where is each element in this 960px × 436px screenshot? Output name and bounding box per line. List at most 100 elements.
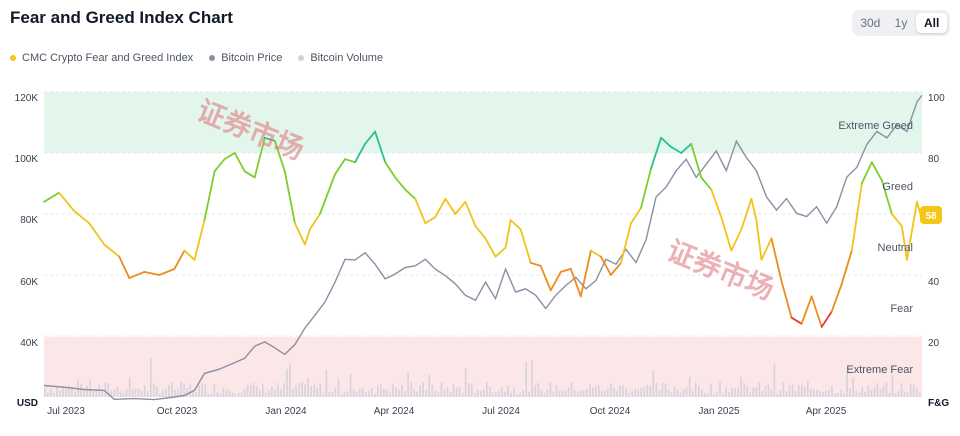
volume-bar (122, 392, 125, 397)
watermark-text-2: 证券市场 (662, 234, 778, 307)
legend-dot-bitcoin-price (209, 55, 216, 61)
volume-bar (664, 383, 667, 397)
right-tick-80: 80 (928, 154, 940, 165)
volume-bar (728, 392, 730, 397)
volume-bar (259, 389, 261, 397)
volume-bar (113, 389, 116, 397)
fear-greed-segment (710, 188, 723, 219)
y-tick-80k: 80K (20, 215, 38, 226)
fear-greed-segment (263, 136, 276, 142)
fear-greed-segment (700, 176, 713, 191)
range-all-button[interactable]: All (916, 13, 948, 33)
volume-bar (319, 383, 322, 397)
volume-bar (800, 385, 803, 397)
volume-bar (676, 389, 679, 397)
current-value-badge: 58 (920, 206, 942, 224)
volume-bar (355, 391, 358, 397)
volume-bar (598, 385, 600, 397)
x-tick-jul-2023: Jul 2023 (47, 406, 85, 417)
y-tick-100k: 100K (15, 154, 39, 165)
volume-bar (797, 385, 800, 397)
volume-bar (119, 391, 122, 397)
volume-bar (543, 393, 546, 397)
volume-bar (601, 391, 603, 397)
volume-bar (743, 383, 745, 397)
fear-greed-segment (434, 197, 447, 219)
volume-bar (313, 385, 316, 397)
volume-bar (380, 384, 382, 397)
volume-bar (449, 392, 452, 397)
x-tick-apr-2024: Apr 2024 (374, 406, 415, 417)
volume-bar (431, 384, 434, 397)
volume-bar (655, 382, 658, 397)
volume-bar (455, 387, 458, 397)
volume-bar (737, 387, 739, 397)
fear-greed-segment (103, 243, 121, 258)
volume-bar (476, 389, 479, 397)
volume-bar (307, 377, 309, 397)
volume-bar (201, 383, 203, 397)
volume-bar (361, 387, 364, 397)
volume-bar (395, 387, 397, 397)
volume-bar (71, 387, 73, 397)
volume-bar (228, 390, 231, 397)
fear-greed-segment (318, 173, 336, 215)
fear-greed-segment (183, 249, 196, 261)
fear-greed-segment (118, 255, 131, 280)
fear-greed-segment (128, 270, 146, 280)
fear-greed-segment (404, 188, 417, 200)
x-tick-oct-2023: Oct 2023 (157, 406, 198, 417)
volume-bar (604, 390, 606, 397)
volume-bar (673, 387, 676, 397)
legend-dot-fear-greed (10, 55, 16, 61)
volume-bar (707, 393, 709, 397)
volume-bar (271, 386, 273, 397)
volume-bar (386, 389, 388, 397)
fear-greed-segment (273, 139, 286, 173)
volume-bar (501, 387, 503, 397)
fear-greed-segment (720, 216, 733, 252)
fear-greed-segment (860, 161, 873, 185)
fear-greed-segment (424, 216, 437, 225)
volume-bar (903, 391, 906, 397)
volume-bar (773, 363, 776, 397)
fear-greed-segment (474, 225, 487, 240)
volume-bar (419, 385, 421, 397)
legend-item-fear-greed[interactable]: CMC Crypto Fear and Greed Index (10, 52, 193, 64)
fear-greed-segment (840, 249, 853, 286)
legend-item-bitcoin-price[interactable]: Bitcoin Price (209, 52, 282, 64)
legend-item-bitcoin-volume[interactable]: Bitcoin Volume (298, 52, 383, 64)
volume-bar (349, 373, 352, 397)
fear-greed-segment (464, 200, 477, 228)
range-1y-button[interactable]: 1y (894, 16, 908, 30)
volume-bar (183, 383, 185, 397)
range-30d-button[interactable]: 30d (860, 16, 881, 30)
volume-bar (480, 391, 482, 397)
volume-bar (552, 392, 555, 397)
fear-greed-segment (73, 209, 91, 225)
volume-bar (810, 388, 812, 397)
volume-bar (486, 382, 488, 397)
volume-bar (858, 393, 860, 397)
volume-bar (637, 390, 639, 397)
volume-bar (383, 389, 385, 397)
fear-greed-segment (283, 170, 296, 225)
volume-bar (679, 392, 682, 397)
volume-bar (846, 372, 848, 397)
fear-greed-segment (640, 167, 652, 209)
volume-bar (531, 360, 533, 397)
fear-greed-segment (223, 152, 236, 161)
range-selector: 30d 1y All (852, 10, 950, 36)
volume-bar (83, 389, 85, 397)
volume-bar (198, 385, 200, 397)
volume-bar (304, 384, 306, 397)
volume-bar (140, 390, 143, 397)
fear-greed-segment (690, 142, 703, 179)
volume-bar (576, 392, 579, 397)
volume-bar (640, 388, 642, 397)
volume-bar (613, 388, 615, 397)
volume-bar (107, 383, 110, 397)
volume-bar (401, 385, 403, 397)
volume-bar (252, 382, 255, 397)
